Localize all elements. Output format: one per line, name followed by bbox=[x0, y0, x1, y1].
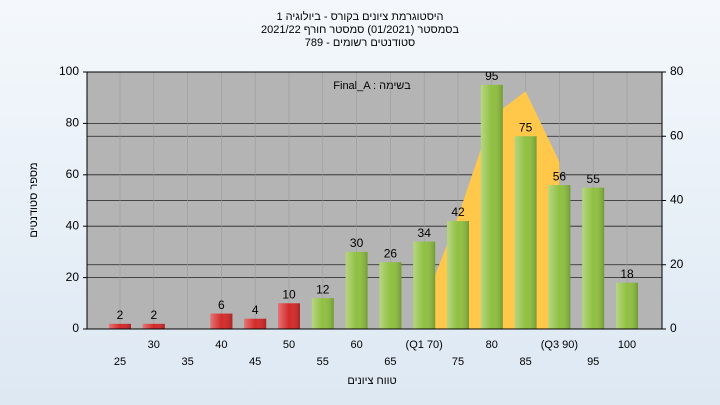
value-label: 75 bbox=[519, 120, 533, 134]
bar-shade bbox=[142, 323, 165, 329]
value-label: 2 bbox=[117, 308, 124, 322]
y-tick-label: 60 bbox=[66, 167, 80, 181]
x-tick-label: 95 bbox=[587, 356, 599, 368]
x-tick-label: 75 bbox=[452, 356, 464, 368]
x-tick-label: 30 bbox=[148, 339, 160, 351]
value-label: 55 bbox=[587, 172, 601, 186]
bar-shade bbox=[311, 298, 334, 329]
y2-tick-label: 60 bbox=[670, 128, 684, 142]
bar-shade bbox=[109, 323, 131, 329]
value-label: 18 bbox=[620, 267, 634, 281]
bar-shade bbox=[210, 313, 233, 329]
x-tick-label: (Q3 90) bbox=[541, 339, 578, 351]
chart-subtitle: סטודנטים רשומים - 789 bbox=[305, 37, 416, 49]
value-label: 2 bbox=[150, 308, 157, 322]
bar-shade bbox=[514, 136, 537, 329]
x-tick-label: 60 bbox=[350, 339, 362, 351]
bar-shade bbox=[278, 303, 300, 329]
bar-shade bbox=[616, 282, 638, 329]
y-tick-label: 100 bbox=[59, 64, 79, 78]
y2-tick-label: 0 bbox=[670, 321, 677, 335]
bar-shade bbox=[345, 251, 368, 329]
x-axis-label: טווח ציונים bbox=[347, 375, 396, 387]
y-tick-label: 40 bbox=[66, 218, 80, 232]
value-label: 26 bbox=[384, 246, 398, 260]
value-label: 6 bbox=[218, 298, 225, 312]
value-label: 12 bbox=[316, 282, 330, 296]
bar-shade bbox=[244, 318, 267, 329]
bar-shade bbox=[413, 241, 436, 329]
x-tick-label: 55 bbox=[317, 356, 329, 368]
x-tick-label: 35 bbox=[181, 356, 193, 368]
bar-shade bbox=[548, 185, 571, 329]
y2-tick-label: 80 bbox=[670, 64, 684, 78]
value-label: 56 bbox=[553, 169, 567, 183]
value-label: 10 bbox=[282, 287, 296, 301]
x-tick-label: 50 bbox=[283, 339, 295, 351]
chart-subtitle: בסמסטר (01/2021) סמסטר חורף 2021/22 bbox=[261, 24, 459, 36]
x-tick-label: 80 bbox=[486, 339, 498, 351]
x-tick-label: 45 bbox=[249, 356, 261, 368]
value-label: 95 bbox=[485, 69, 499, 83]
value-label: 30 bbox=[350, 236, 364, 250]
bar-shade bbox=[480, 84, 503, 329]
value-label: 34 bbox=[418, 226, 432, 240]
y2-tick-label: 40 bbox=[670, 193, 684, 207]
bar-shade bbox=[582, 187, 605, 329]
y2-tick-label: 20 bbox=[670, 257, 684, 271]
y-tick-label: 80 bbox=[66, 116, 80, 130]
bar-shade bbox=[447, 221, 469, 329]
bar-shade bbox=[379, 262, 402, 329]
annotation: Final_A : בשימה bbox=[333, 80, 411, 92]
x-tick-label: 65 bbox=[384, 356, 396, 368]
y-tick-label: 20 bbox=[66, 270, 80, 284]
value-label: 42 bbox=[451, 205, 465, 219]
chart-title: היסטוגרמת ציונים בקורס - ביולוגיה 1 bbox=[276, 10, 443, 23]
x-tick-label: (Q1 70) bbox=[406, 339, 443, 351]
x-tick-label: 25 bbox=[114, 356, 126, 368]
x-tick-label: 40 bbox=[215, 339, 227, 351]
plot-border bbox=[86, 71, 663, 330]
y-tick-label: 0 bbox=[72, 321, 79, 335]
x-tick-label: 100 bbox=[618, 339, 636, 351]
value-label: 4 bbox=[252, 303, 259, 317]
x-tick-label: 85 bbox=[519, 356, 531, 368]
y-axis-label: מספר סטודנטים bbox=[28, 162, 40, 237]
